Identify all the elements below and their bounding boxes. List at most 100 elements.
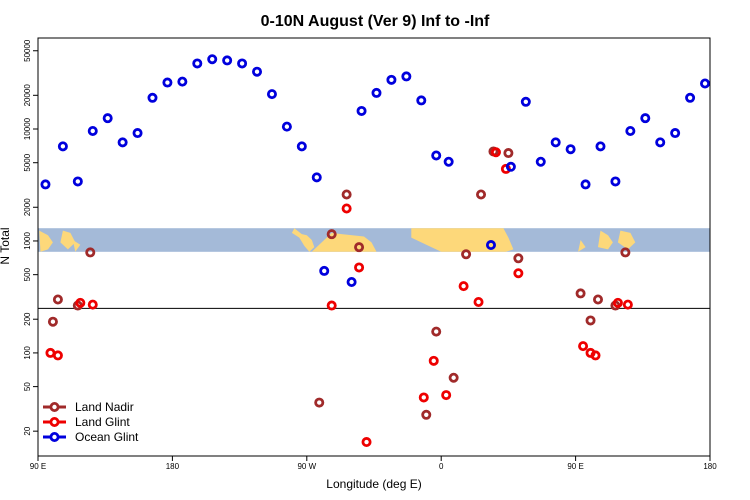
ocean-glint-point	[117, 137, 128, 148]
ocean-glint-point	[505, 161, 516, 172]
ocean-glint-point	[162, 77, 173, 88]
y-tick-label: 100	[23, 346, 32, 360]
y-tick-label: 10000	[23, 117, 32, 140]
ocean-glint-point	[610, 176, 621, 187]
map-land-shape	[598, 230, 613, 250]
y-tick-label: 2000	[23, 198, 32, 216]
x-tick-label: 180	[166, 462, 180, 471]
land-nadir-point	[341, 189, 352, 200]
ocean-glint-point	[535, 156, 546, 167]
ocean-glint-point	[222, 55, 233, 66]
x-tick-label: 0	[439, 462, 444, 471]
x-axis: 90 E 180 90 W 0 90 E 180	[30, 456, 717, 471]
land-nadir-point	[461, 249, 472, 260]
ocean-glint-point	[565, 144, 576, 155]
ocean-glint-point	[311, 172, 322, 183]
land-nadir-point	[52, 294, 63, 305]
ocean-glint-point	[685, 92, 696, 103]
ocean-glint-point	[356, 105, 367, 116]
land-nadir-point	[421, 409, 432, 420]
land-nadir-point	[593, 294, 604, 305]
land-nadir-point	[431, 326, 442, 337]
land-glint-point	[354, 262, 365, 273]
land-nadir-point	[620, 247, 631, 258]
land-nadir-point	[585, 315, 596, 326]
plot-frame	[37, 37, 711, 457]
ocean-glint-point	[192, 58, 203, 69]
land-glint-point	[341, 203, 352, 214]
ocean-glint-point	[296, 141, 307, 152]
land-glint-point	[458, 281, 469, 292]
y-tick-label: 50000	[23, 39, 32, 62]
land-nadir-point	[503, 148, 514, 159]
land-glint-point	[490, 147, 501, 158]
map-land-shape	[291, 228, 315, 252]
ocean-glint-point	[102, 113, 113, 124]
ocean-glint-point	[550, 137, 561, 148]
x-axis-label: Longitude (deg E)	[326, 477, 421, 491]
y-tick-label: 500	[23, 267, 32, 281]
land-nadir-point	[85, 247, 96, 258]
map-land-shape	[578, 240, 586, 252]
legend-marker-land-nadir	[49, 401, 60, 412]
ocean-glint-point	[625, 125, 636, 136]
land-nadir-point	[513, 253, 524, 264]
land-nadir-point	[354, 242, 365, 253]
ocean-glint-point	[371, 87, 382, 98]
ocean-glint-point	[319, 265, 330, 276]
data-points	[40, 54, 711, 448]
ocean-glint-point	[87, 125, 98, 136]
ocean-glint-point	[640, 113, 651, 124]
land-glint-point	[418, 392, 429, 403]
legend-label-ocean-glint: Ocean Glint	[75, 430, 139, 444]
y-axis-label: N Total	[0, 227, 12, 264]
ocean-glint-point	[207, 54, 218, 65]
y-tick-label: 20000	[23, 84, 32, 107]
land-glint-point	[87, 299, 98, 310]
land-nadir-point	[476, 189, 487, 200]
land-glint-point	[590, 350, 601, 361]
land-glint-point	[75, 297, 86, 308]
land-glint-point	[473, 296, 484, 307]
land-glint-point	[513, 268, 524, 279]
y-tick-label: 5000	[23, 153, 32, 171]
land-glint-point	[612, 297, 623, 308]
ocean-glint-point	[595, 141, 606, 152]
ocean-glint-point	[431, 150, 442, 161]
ocean-glint-point	[266, 89, 277, 100]
ocean-glint-point	[700, 78, 711, 89]
y-tick-label: 200	[23, 312, 32, 326]
ocean-glint-point	[401, 71, 412, 82]
land-glint-point	[622, 299, 633, 310]
ocean-glint-point	[237, 58, 248, 69]
ocean-glint-point	[57, 141, 68, 152]
map-land-shape	[60, 230, 76, 250]
ocean-glint-point	[40, 179, 51, 190]
legend-marker-land-glint	[49, 416, 60, 427]
ocean-glint-point	[485, 240, 496, 251]
ocean-glint-point	[580, 179, 591, 190]
y-axis: 20 50 100 200 500 1000 2000 5000 10000 20000 50000	[23, 39, 38, 436]
ocean-glint-point	[386, 74, 397, 85]
y-tick-label: 20	[23, 426, 32, 435]
map-land-shape	[617, 230, 636, 250]
land-glint-point	[52, 350, 63, 361]
legend-label-land-nadir: Land Nadir	[75, 400, 134, 414]
chart-title: 0-10N August (Ver 9) Inf to -Inf	[261, 13, 490, 30]
land-nadir-point	[448, 372, 459, 383]
land-nadir-point	[314, 397, 325, 408]
legend-label-land-glint: Land Glint	[75, 415, 130, 429]
ocean-glint-point	[655, 137, 666, 148]
y-tick-label: 50	[23, 382, 32, 391]
world-map-band	[38, 228, 710, 252]
ocean-glint-point	[443, 156, 454, 167]
land-glint-point	[428, 355, 439, 366]
ocean-glint-point	[281, 121, 292, 132]
ocean-glint-point	[177, 76, 188, 87]
map-band-ocean	[38, 228, 710, 252]
land-nadir-point	[575, 288, 586, 299]
x-tick-label: 90 E	[30, 462, 46, 471]
map-land-shape	[72, 240, 81, 252]
map-land-shape	[39, 230, 53, 252]
